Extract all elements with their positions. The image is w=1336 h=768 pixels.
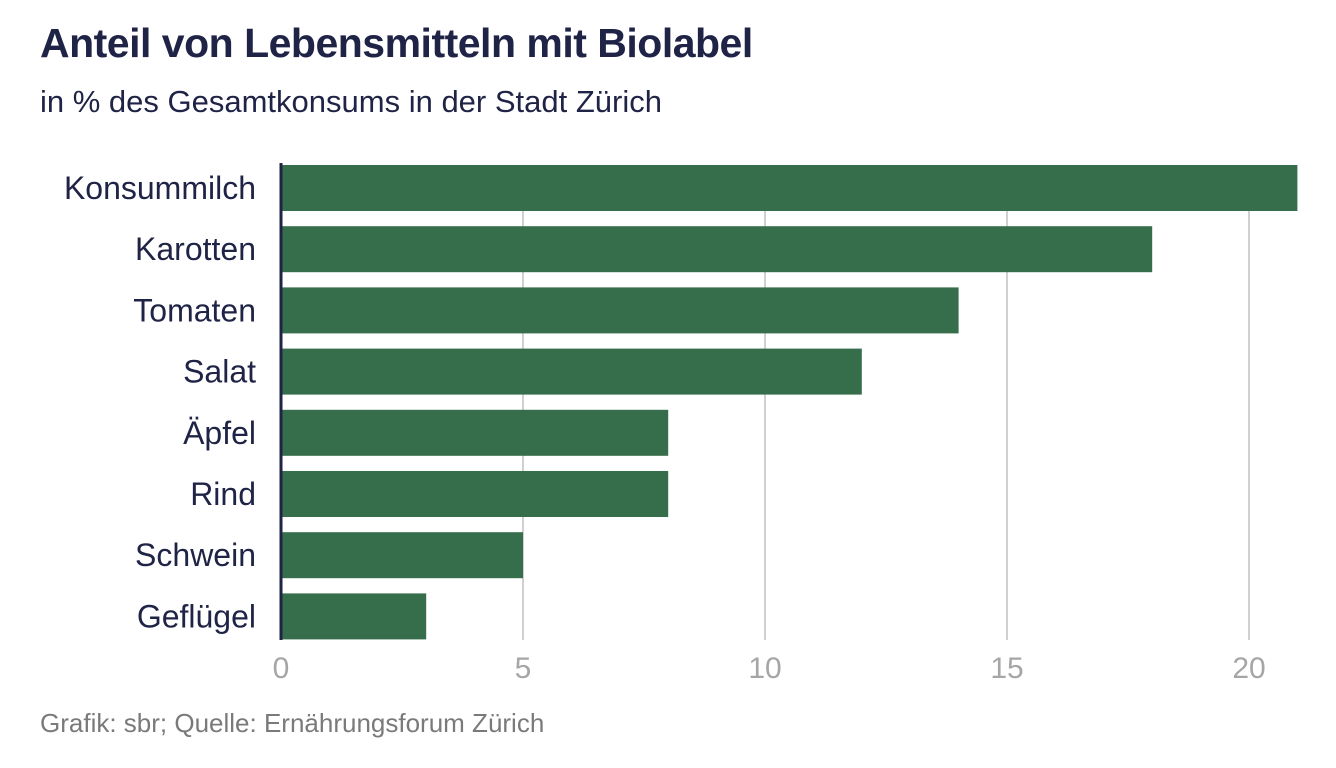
bar-6 [281,532,523,579]
bar-2 [281,287,959,334]
category-label: Salat [183,354,256,390]
bar-1 [281,226,1153,273]
chart-subtitle: in % des Gesamtkonsums in der Stadt Züri… [40,84,662,119]
chart-source: Grafik: sbr; Quelle: Ernährungsforum Zür… [40,708,545,738]
x-tick-labels: 0 5 10 15 20 [273,652,1266,685]
x-tick-label: 20 [1232,652,1265,685]
category-label: Schwein [135,537,256,573]
category-label: Karotten [135,231,256,267]
category-labels: Konsummilch Karotten Tomaten Salat Äpfel Rind… [64,170,256,634]
bar-0 [281,165,1298,211]
category-label: Rind [190,476,256,512]
x-tick-label: 0 [273,652,290,685]
x-tick-label: 15 [990,652,1023,685]
chart-title: Anteil von Lebensmitteln mit Biolabel [40,20,753,66]
bar-3 [281,348,862,395]
bars [281,165,1298,640]
category-label: Geflügel [137,598,256,634]
bar-4 [281,409,669,456]
x-tick-label: 5 [515,652,532,685]
category-label: Tomaten [133,292,256,328]
bar-5 [281,471,669,517]
category-label: Äpfel [183,415,256,451]
x-tick-label: 10 [748,652,781,685]
category-label: Konsummilch [64,170,256,206]
bar-7 [281,593,427,640]
